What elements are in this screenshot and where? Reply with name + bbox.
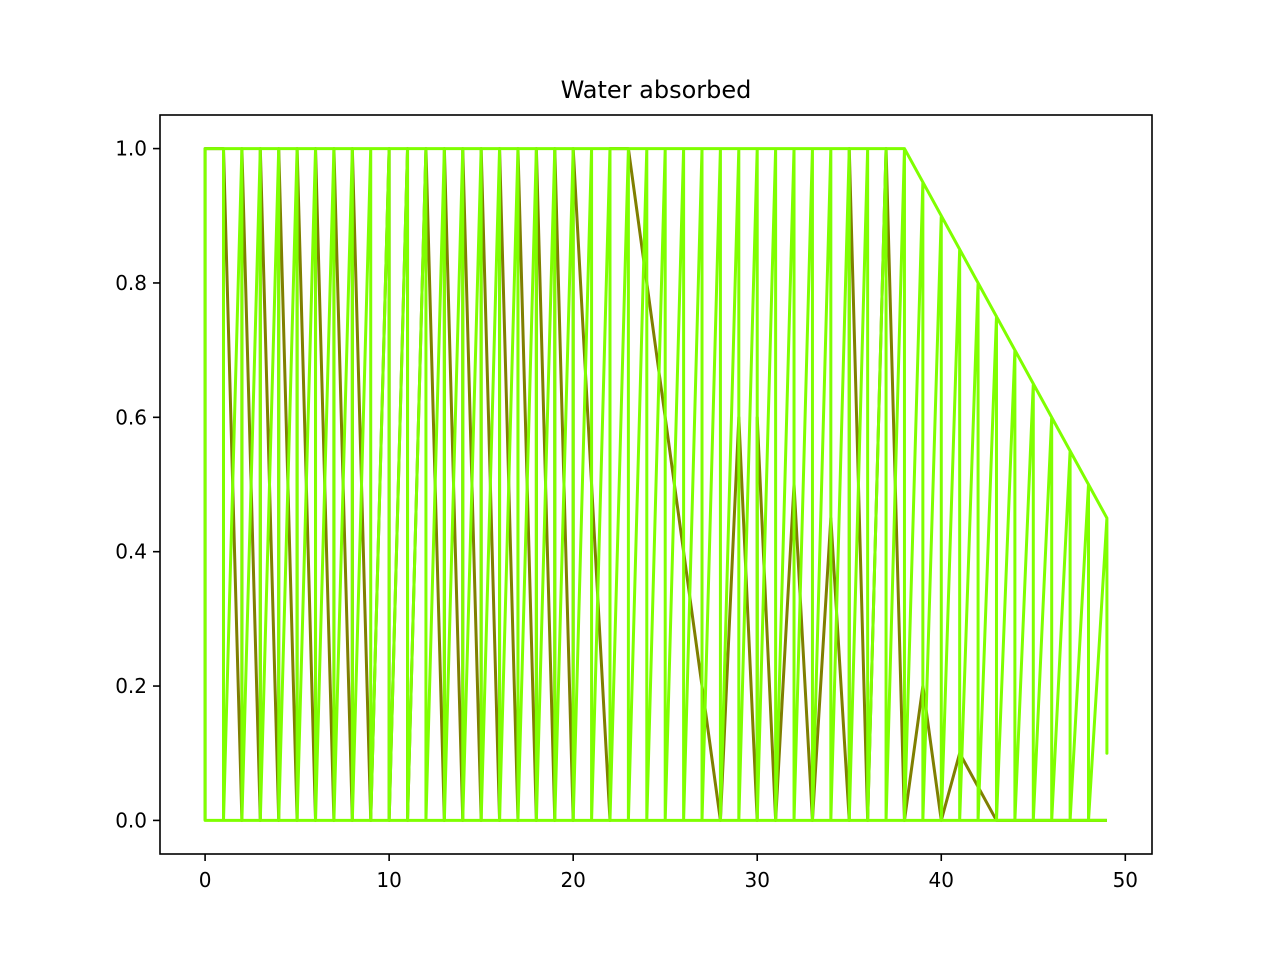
series-layer xyxy=(203,147,1109,822)
x-tick-label: 10 xyxy=(376,868,401,892)
y-tick-label: 0.8 xyxy=(115,271,147,295)
x-tick-label: 40 xyxy=(929,868,954,892)
chart-title: Water absorbed xyxy=(561,76,752,104)
y-tick-label: 0.0 xyxy=(115,808,147,832)
x-tick-label: 0 xyxy=(199,868,212,892)
x-tick-label: 50 xyxy=(1113,868,1138,892)
y-tick-label: 0.4 xyxy=(115,540,147,564)
x-tick-label: 30 xyxy=(744,868,769,892)
x-axis: 0 10 20 30 40 50 xyxy=(199,854,1138,892)
plot-frame xyxy=(159,114,1153,855)
x-tick-label: 20 xyxy=(560,868,585,892)
y-tick-label: 0.6 xyxy=(115,405,147,429)
y-axis: 0.0 0.2 0.4 0.6 0.8 1.0 xyxy=(115,137,160,832)
y-tick-label: 0.2 xyxy=(115,674,147,698)
series-line-2 xyxy=(203,147,1109,822)
y-tick-label: 1.0 xyxy=(115,137,147,161)
